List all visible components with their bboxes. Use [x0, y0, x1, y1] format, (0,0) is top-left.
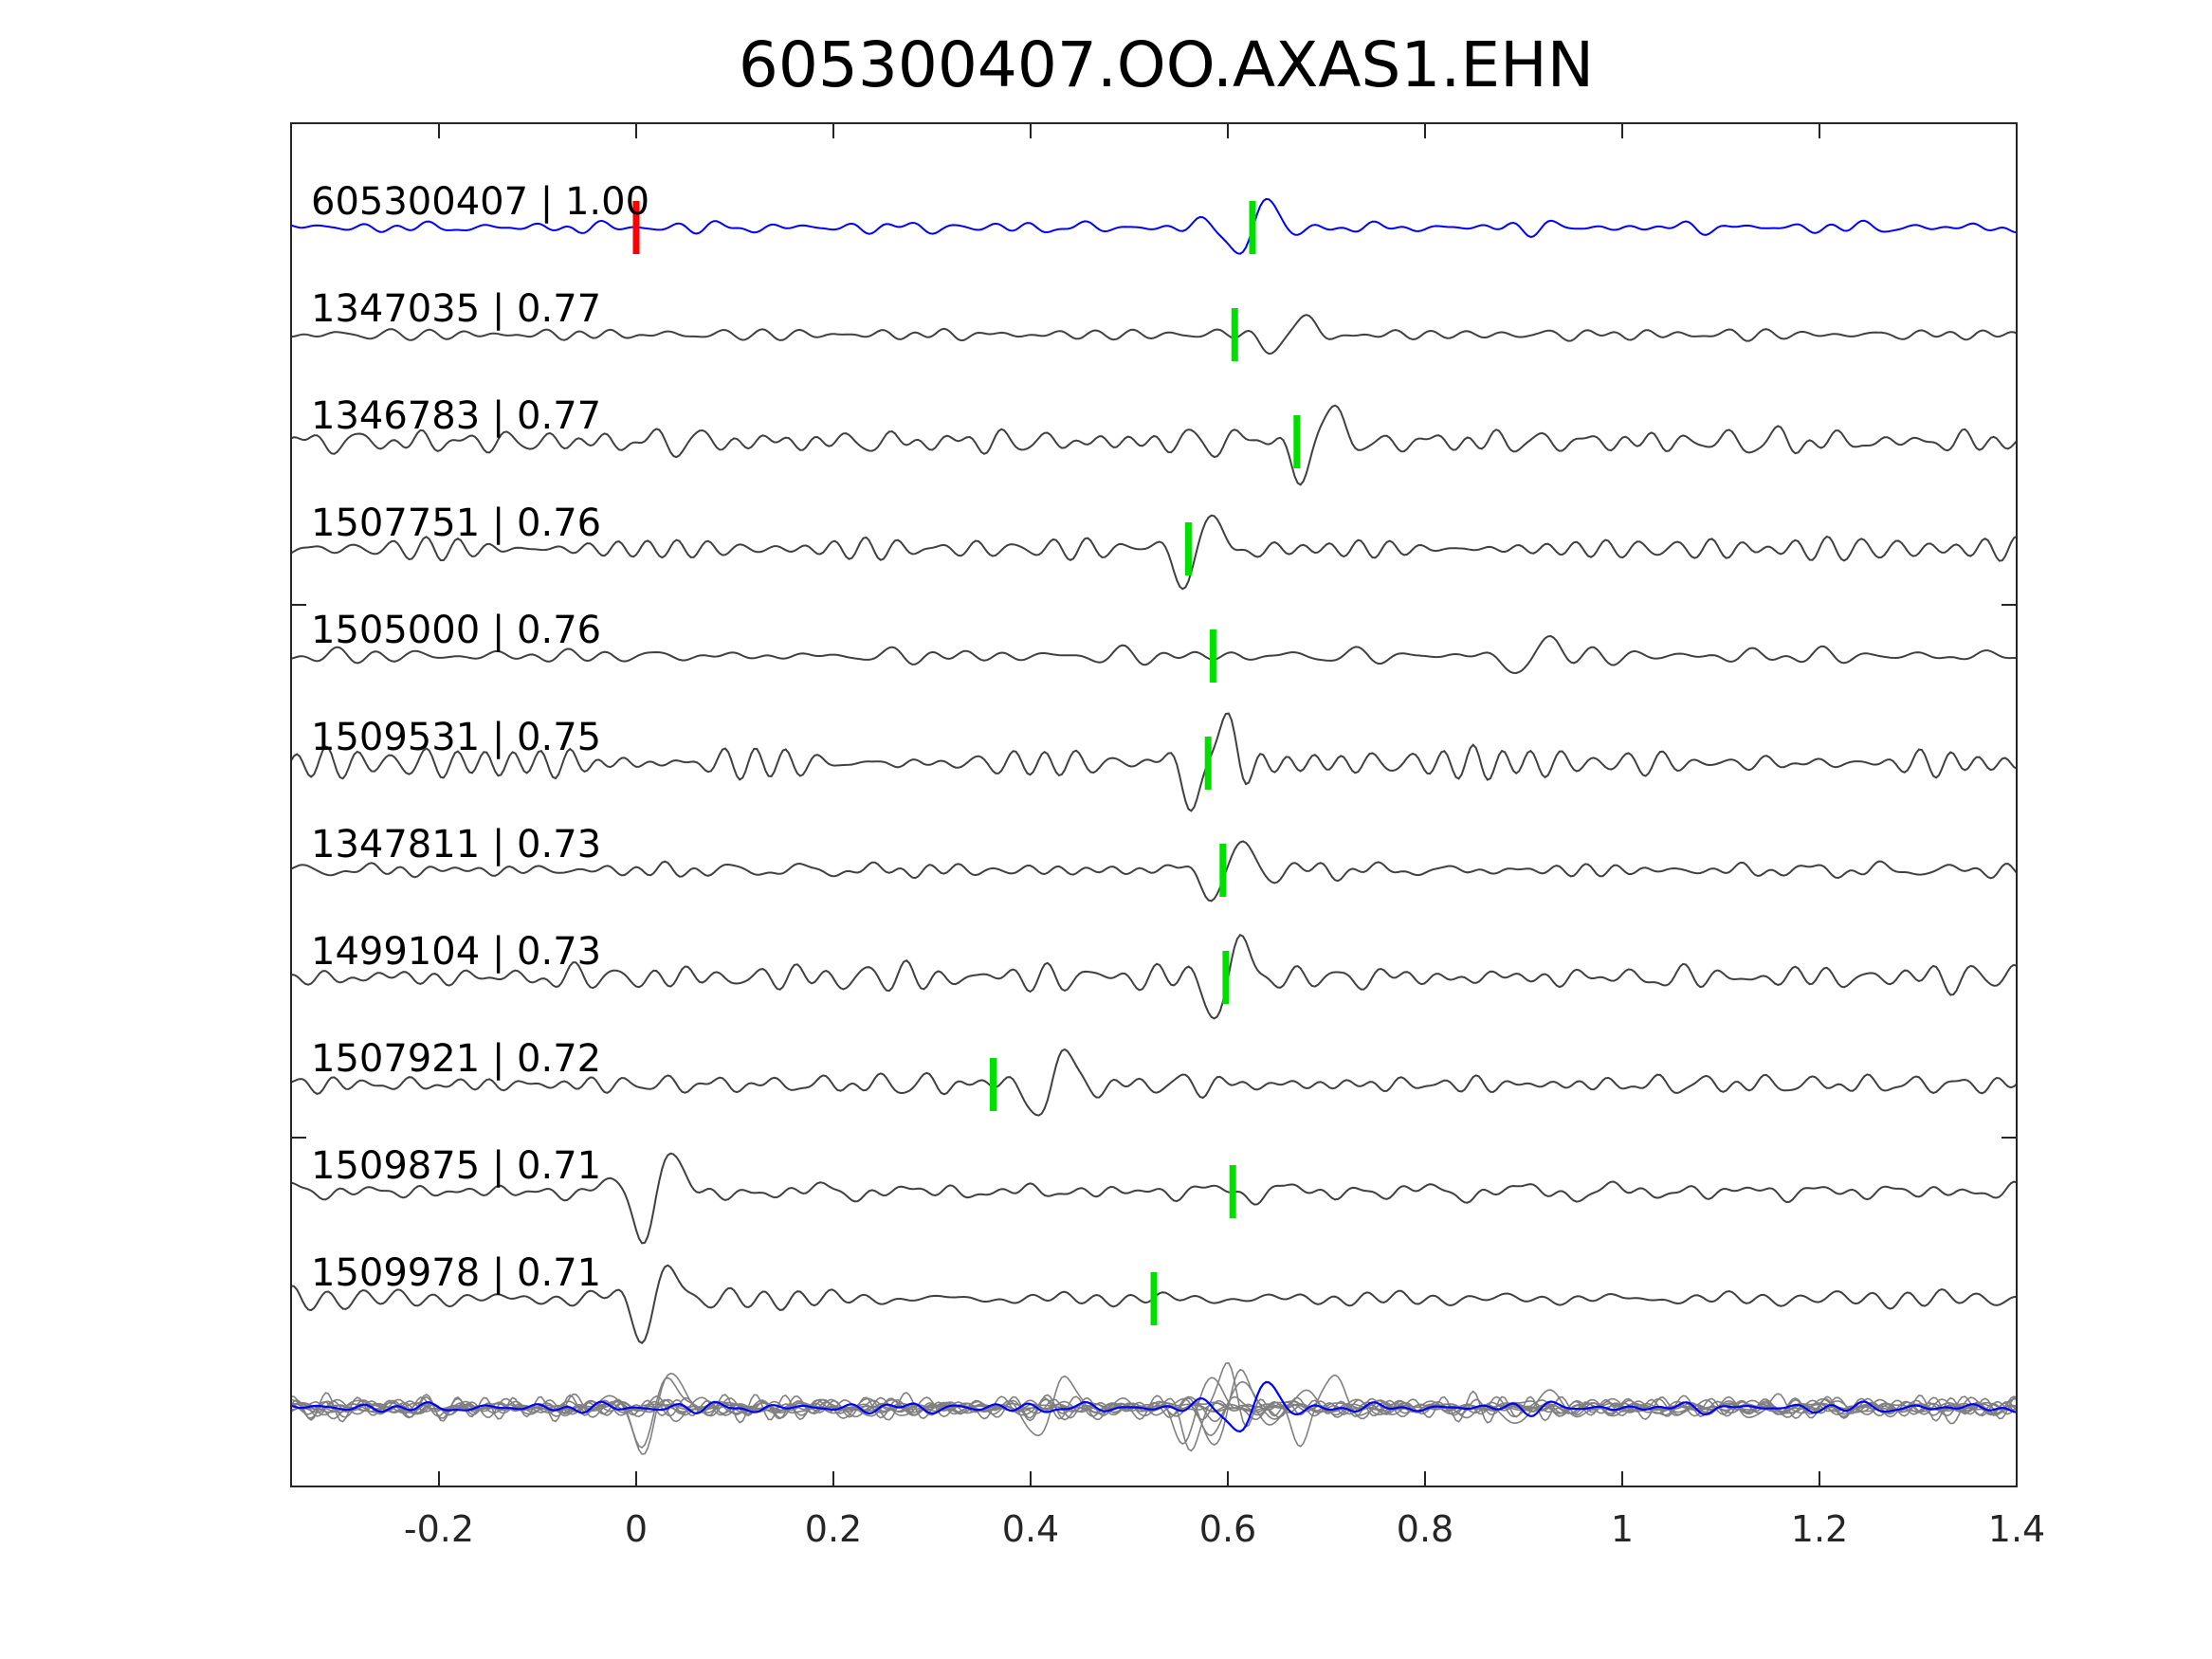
- trace-label: 1509875 | 0.71: [311, 1144, 601, 1188]
- stack-overlay: [290, 1361, 2018, 1455]
- x-tick-label: 1.2: [1791, 1508, 1848, 1550]
- trace-1507921: [290, 1048, 2018, 1117]
- x-tick-label: 0.6: [1199, 1508, 1256, 1550]
- trace-1509531: [290, 712, 2018, 812]
- x-axis: -0.2 0 0.2 0.4 0.6 0.8 1 1.2 1.4: [291, 123, 2045, 1550]
- trace-label: 1505000 | 0.76: [311, 609, 601, 652]
- picks-layer: [632, 201, 1301, 1325]
- stack-trace-605300407: [290, 1380, 2018, 1433]
- stack-trace-1507751: [290, 1376, 2018, 1446]
- trace-label: 1499104 | 0.73: [311, 930, 601, 974]
- x-tick-label: -0.2: [404, 1508, 474, 1550]
- stack-trace-1347035: [290, 1389, 2018, 1426]
- x-tick-label: 0: [625, 1508, 648, 1550]
- trace-1347811: [290, 840, 2018, 902]
- trace-label: 1509531 | 0.75: [311, 716, 601, 759]
- x-tick-label: 0.8: [1397, 1508, 1453, 1550]
- trace-1505000: [290, 634, 2017, 675]
- trace-labels: 605300407 | 1.00 1347035 | 0.77 1346783 | …: [311, 180, 649, 1295]
- trace-1346783: [290, 404, 2018, 486]
- x-tick-label: 0.4: [1002, 1508, 1059, 1550]
- trace-label: 605300407 | 1.00: [311, 180, 649, 224]
- stack-trace-1499104: [290, 1368, 2018, 1447]
- chart-title: 605300407.OO.AXAS1.EHN: [738, 28, 1595, 101]
- trace-1509875: [290, 1152, 2018, 1245]
- trace-label: 1347811 | 0.73: [311, 823, 601, 866]
- trace-1347035: [290, 314, 2018, 356]
- trace-605300407: [290, 197, 2018, 255]
- trace-1499104: [290, 933, 2018, 1020]
- trace-label: 1509978 | 0.71: [311, 1251, 601, 1295]
- trace-label: 1507921 | 0.72: [311, 1037, 601, 1081]
- x-tick-label: 1.4: [1988, 1508, 2045, 1550]
- plot-frame: [290, 122, 2018, 1487]
- x-tick-label: 0.2: [805, 1508, 862, 1550]
- trace-label: 1346783 | 0.77: [311, 394, 601, 438]
- trace-label: 1347035 | 0.77: [311, 287, 601, 331]
- x-tick-label: 1: [1611, 1508, 1634, 1550]
- trace-label: 1507751 | 0.76: [311, 501, 601, 545]
- trace-1507751: [290, 514, 2018, 591]
